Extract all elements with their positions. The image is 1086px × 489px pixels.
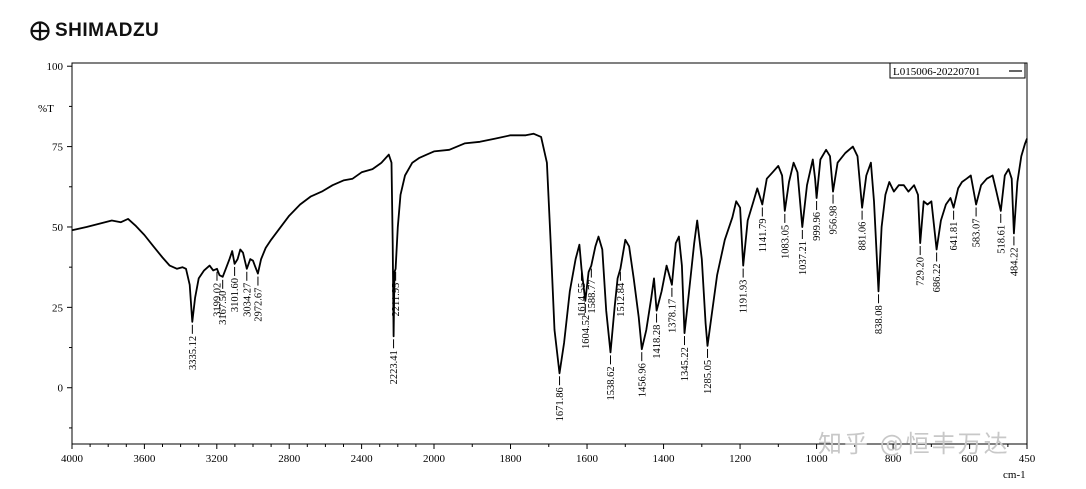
peak-annotation: 881.06	[858, 210, 869, 251]
peak-label: 3101.60	[230, 278, 241, 312]
peak-label: 729.20	[916, 257, 927, 286]
chart-axes	[71, 62, 1028, 445]
shimadzu-emblem-icon	[30, 21, 50, 41]
peak-label: 2972.67	[253, 288, 264, 322]
peak-annotation: 1604.52	[581, 303, 592, 349]
peak-label: 838.08	[874, 305, 885, 334]
peak-annotation: 1345.22	[680, 336, 691, 381]
y-tick-label: 25	[52, 302, 64, 314]
peak-annotation: 1671.86	[555, 376, 566, 421]
peak-label: 3167.50	[218, 291, 229, 325]
peak-label: 1285.05	[703, 360, 714, 394]
x-tick-label: 1400	[653, 453, 676, 465]
peak-annotation: 3199.02	[212, 271, 223, 317]
peak-label: 1378.17	[667, 299, 678, 333]
peak-annotation: 1037.21	[798, 229, 809, 275]
peak-annotation: 1512.84	[616, 271, 627, 317]
x-tick-label: 2000	[423, 453, 446, 465]
peak-annotation: 2972.67	[253, 276, 264, 322]
spectrum-line	[71, 132, 1028, 375]
peak-label: 1191.93	[739, 280, 750, 314]
y-axis-label: %T	[38, 103, 54, 115]
peak-label: 956.98	[829, 206, 840, 235]
peak-label: 484.22	[1009, 247, 1020, 276]
chart-ticks: 4000 3600 3200 2800 2400 2000 1800 1600 1400 1200…	[47, 61, 1036, 465]
x-tick-label: 2400	[351, 453, 374, 465]
peak-label: 3034.27	[242, 283, 253, 317]
peak-annotation: 838.08	[874, 294, 885, 334]
peak-annotation: 1285.05	[703, 348, 714, 394]
peak-label: 3199.02	[212, 283, 223, 317]
x-tick-label: 1600	[576, 453, 599, 465]
peak-annotation: 1083.05	[780, 213, 791, 259]
peak-annotation: 956.98	[829, 194, 840, 235]
peak-annotation: 1191.93	[739, 268, 750, 314]
peak-label: 2223.41	[389, 350, 400, 384]
peak-label: 1037.21	[798, 241, 809, 275]
x-tick-label: 3200	[206, 453, 229, 465]
x-tick-label: 800	[885, 453, 902, 465]
peak-annotation: 1141.79	[758, 207, 769, 252]
peak-annotation: 3335.12	[188, 324, 199, 370]
peak-label: 999.96	[812, 212, 823, 241]
x-tick-label: 600	[961, 453, 978, 465]
peak-annotation: 1378.17	[667, 287, 678, 333]
shimadzu-logo: SHIMADZU	[30, 18, 159, 44]
x-tick-label: 2800	[278, 453, 301, 465]
peak-label: 1345.22	[680, 347, 691, 381]
peak-label: 1083.05	[780, 225, 791, 259]
peak-label: 641.81	[949, 222, 960, 251]
brand-name: SHIMADZU	[55, 20, 160, 41]
x-tick-label: 3600	[133, 453, 156, 465]
peak-label: 1456.96	[637, 363, 648, 397]
peak-label: 3335.12	[188, 336, 199, 370]
peak-annotation: 641.81	[949, 210, 960, 251]
y-tick-label: 100	[47, 61, 64, 73]
peak-annotation: 2223.41	[389, 339, 400, 384]
watermark: 知乎 @恒丰万达	[818, 430, 1010, 458]
peak-label: 1418.28	[652, 325, 663, 359]
x-tick-label: 450	[1019, 453, 1036, 465]
peak-annotation: 1538.62	[606, 355, 617, 400]
peak-label: 1141.79	[758, 218, 769, 252]
y-tick-label: 0	[58, 383, 64, 395]
x-axis-label: cm-1	[1003, 469, 1026, 481]
peak-label: 1604.52	[581, 315, 592, 349]
legend: L015006-20220701	[889, 62, 1026, 79]
peak-label: 686.22	[932, 263, 943, 292]
peak-annotation: 1456.96	[637, 352, 648, 397]
peak-label: 1671.86	[555, 387, 566, 421]
peak-annotation: 729.20	[916, 246, 927, 286]
peak-annotation: 686.22	[932, 252, 943, 292]
x-tick-label: 1800	[500, 453, 523, 465]
peak-annotation: 518.61	[996, 213, 1007, 254]
peak-label: 1512.84	[616, 282, 627, 317]
x-tick-label: 1000	[806, 453, 829, 465]
peak-annotation: 1588.77	[587, 268, 598, 314]
peak-annotation: 999.96	[812, 201, 823, 241]
peak-label: 881.06	[858, 222, 869, 251]
peak-label: 1538.62	[606, 366, 617, 400]
peak-label: 1614.55	[577, 283, 588, 317]
x-tick-label: 1200	[729, 453, 752, 465]
x-tick-label: 4000	[61, 453, 84, 465]
peak-label: 1588.77	[587, 280, 598, 314]
peak-annotation: 3167.50	[218, 279, 229, 325]
peak-label: 2211.95	[391, 283, 402, 317]
peak-annotation: 1418.28	[652, 313, 663, 359]
peak-label: 518.61	[996, 225, 1007, 254]
peak-annotation: 3101.60	[230, 266, 241, 312]
peak-label: 583.07	[972, 218, 983, 247]
peak-annotation: 484.22	[1009, 236, 1020, 276]
y-tick-label: 50	[52, 222, 64, 234]
peak-annotation: 2211.95	[391, 271, 402, 317]
peak-annotation: 3034.27	[242, 271, 253, 317]
legend-label: L015006-20220701	[893, 66, 980, 78]
y-tick-label: 75	[52, 142, 64, 154]
plot-frame	[71, 62, 1028, 445]
peak-annotation: 583.07	[972, 207, 983, 247]
